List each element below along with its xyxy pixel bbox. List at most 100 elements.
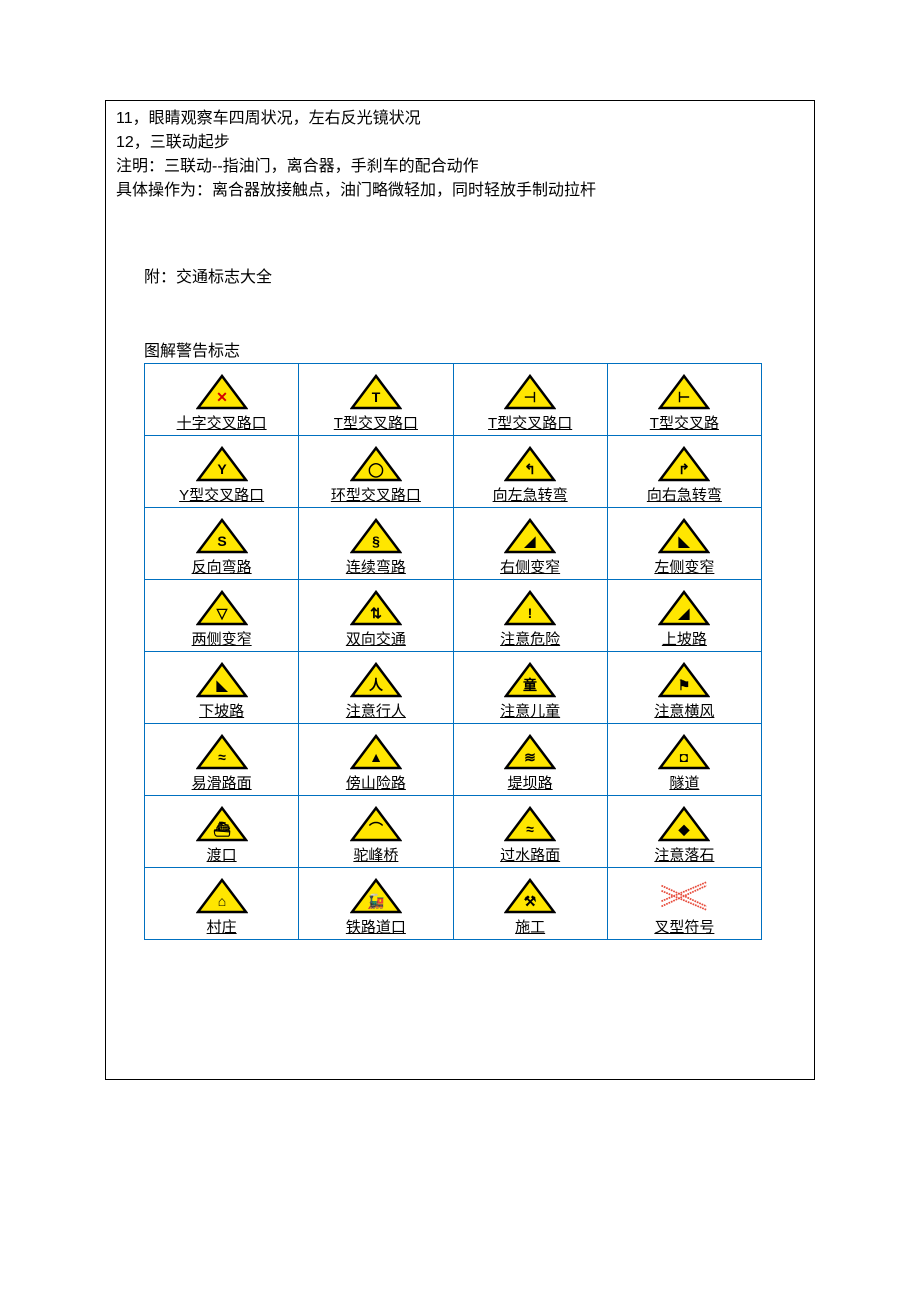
sign-cell: ↱ 向右急转弯 xyxy=(607,436,761,508)
sign-cell: ↰ 向左急转弯 xyxy=(453,436,607,508)
sign-cell: ⇅ 双向交通 xyxy=(299,580,453,652)
svg-text:🚂: 🚂 xyxy=(367,893,384,910)
sign-label: 反向弯路 xyxy=(192,556,252,577)
svg-text:⌂: ⌂ xyxy=(217,893,225,909)
svg-text:≈: ≈ xyxy=(218,749,226,765)
sign-label: 连续弯路 xyxy=(346,556,406,577)
warning-sign-icon: ⊢ xyxy=(658,374,710,410)
sign-label: 向右急转弯 xyxy=(647,484,722,505)
svg-text:↱: ↱ xyxy=(679,461,691,477)
sign-label: 叉型符号 xyxy=(654,916,714,937)
sign-cell: Y Y型交叉路口 xyxy=(145,436,299,508)
sign-label: 村庄 xyxy=(207,916,237,937)
sign-label: 注意落石 xyxy=(654,844,714,865)
warning-sign-icon: 人 xyxy=(350,662,402,698)
sign-label: Y型交叉路口 xyxy=(179,484,264,505)
warning-sign-icon: ⌒ xyxy=(350,806,402,842)
intro-line-1: 11，眼睛观察车四周状况，左右反光镜状况 xyxy=(116,107,804,131)
svg-text:◯: ◯ xyxy=(368,461,384,478)
sign-cell: ⌂ 村庄 xyxy=(145,868,299,940)
svg-text:§: § xyxy=(372,533,380,549)
svg-text:!: ! xyxy=(528,605,533,621)
sign-label: 铁路道口 xyxy=(346,916,406,937)
sign-label: 傍山险路 xyxy=(346,772,406,793)
warning-sign-icon xyxy=(658,878,710,914)
sign-cell: 🚂 铁路道口 xyxy=(299,868,453,940)
warning-sign-icon: ≋ xyxy=(504,734,556,770)
svg-text:⚒: ⚒ xyxy=(524,893,537,909)
sign-label: 堤坝路 xyxy=(508,772,553,793)
sign-cell: 叉型符号 xyxy=(607,868,761,940)
sign-label: 施工 xyxy=(515,916,545,937)
warning-sign-icon: ⛴ xyxy=(196,806,248,842)
svg-text:人: 人 xyxy=(369,677,384,693)
warning-sign-icon: ⊣ xyxy=(504,374,556,410)
warning-sign-icon: ◢ xyxy=(658,590,710,626)
warning-sign-icon: ◯ xyxy=(350,446,402,482)
sign-cell: ⊢ T型交叉路 xyxy=(607,364,761,436)
sign-cell: 童 注意儿童 xyxy=(453,652,607,724)
svg-text:T: T xyxy=(372,389,381,405)
sign-label: 两侧变窄 xyxy=(192,628,252,649)
svg-text:▽: ▽ xyxy=(215,605,228,621)
svg-text:▲: ▲ xyxy=(369,749,383,765)
sign-label: T型交叉路口 xyxy=(334,412,418,433)
sign-label: 十字交叉路口 xyxy=(177,412,267,433)
warning-sign-icon: ◣ xyxy=(658,518,710,554)
sign-cell: S 反向弯路 xyxy=(145,508,299,580)
svg-text:⛴: ⛴ xyxy=(213,821,231,837)
warning-sign-icon: ≈ xyxy=(504,806,556,842)
sign-cell: ⚒ 施工 xyxy=(453,868,607,940)
sign-label: 渡口 xyxy=(207,844,237,865)
warning-sign-icon: ↱ xyxy=(658,446,710,482)
warning-sign-icon: ⚒ xyxy=(504,878,556,914)
svg-text:Y: Y xyxy=(217,461,227,477)
warning-sign-icon: ◆ xyxy=(658,806,710,842)
warning-sign-icon: ! xyxy=(504,590,556,626)
sign-label: 左侧变窄 xyxy=(654,556,714,577)
sign-cell: ⛴ 渡口 xyxy=(145,796,299,868)
svg-text:⚑: ⚑ xyxy=(678,677,691,693)
sign-cell: T T型交叉路口 xyxy=(299,364,453,436)
warning-sign-icon: ≈ xyxy=(196,734,248,770)
svg-text:◢: ◢ xyxy=(678,605,690,621)
sign-cell: 人 注意行人 xyxy=(299,652,453,724)
sign-label: 注意横风 xyxy=(654,700,714,721)
section-title: 图解警告标志 xyxy=(144,337,808,361)
sign-label: 注意行人 xyxy=(346,700,406,721)
sign-cell: ⌒ 驼峰桥 xyxy=(299,796,453,868)
intro-text: 11，眼睛观察车四周状况，左右反光镜状况 12，三联动起步 注明：三联动--指油… xyxy=(112,107,808,223)
sign-label: 隧道 xyxy=(669,772,699,793)
svg-text:童: 童 xyxy=(523,677,537,693)
sign-cell: ≋ 堤坝路 xyxy=(453,724,607,796)
warning-sign-icon: ◘ xyxy=(658,734,710,770)
sign-cell: ◆ 注意落石 xyxy=(607,796,761,868)
svg-text:⊣: ⊣ xyxy=(524,389,536,405)
warning-sign-icon: T xyxy=(350,374,402,410)
sign-cell: ≈ 易滑路面 xyxy=(145,724,299,796)
sign-cell: ◢ 右侧变窄 xyxy=(453,508,607,580)
sign-label: 易滑路面 xyxy=(192,772,252,793)
sign-cell: ! 注意危险 xyxy=(453,580,607,652)
sign-cell: § 连续弯路 xyxy=(299,508,453,580)
svg-text:⊢: ⊢ xyxy=(678,389,690,405)
sign-cell: ◢ 上坡路 xyxy=(607,580,761,652)
sign-cell: ◣ 下坡路 xyxy=(145,652,299,724)
sign-cell: ⊣ T型交叉路口 xyxy=(453,364,607,436)
sign-cell: ◘ 隧道 xyxy=(607,724,761,796)
warning-sign-icon: ▲ xyxy=(350,734,402,770)
svg-text:◢: ◢ xyxy=(524,533,536,549)
warning-sign-icon: § xyxy=(350,518,402,554)
warning-sign-icon: 🚂 xyxy=(350,878,402,914)
svg-text:✕: ✕ xyxy=(216,389,228,405)
sign-cell: ▽ 两侧变窄 xyxy=(145,580,299,652)
warning-sign-icon: ◢ xyxy=(504,518,556,554)
svg-text:S: S xyxy=(217,533,226,549)
svg-text:≋: ≋ xyxy=(524,749,536,765)
warning-sign-icon: ⌂ xyxy=(196,878,248,914)
sign-label: 环型交叉路口 xyxy=(331,484,421,505)
sign-label: 注意危险 xyxy=(500,628,560,649)
warning-sign-icon: 童 xyxy=(504,662,556,698)
sign-label: 驼峰桥 xyxy=(353,844,398,865)
intro-line-4: 具体操作为：离合器放接触点，油门略微轻加，同时轻放手制动拉杆 xyxy=(116,179,804,203)
